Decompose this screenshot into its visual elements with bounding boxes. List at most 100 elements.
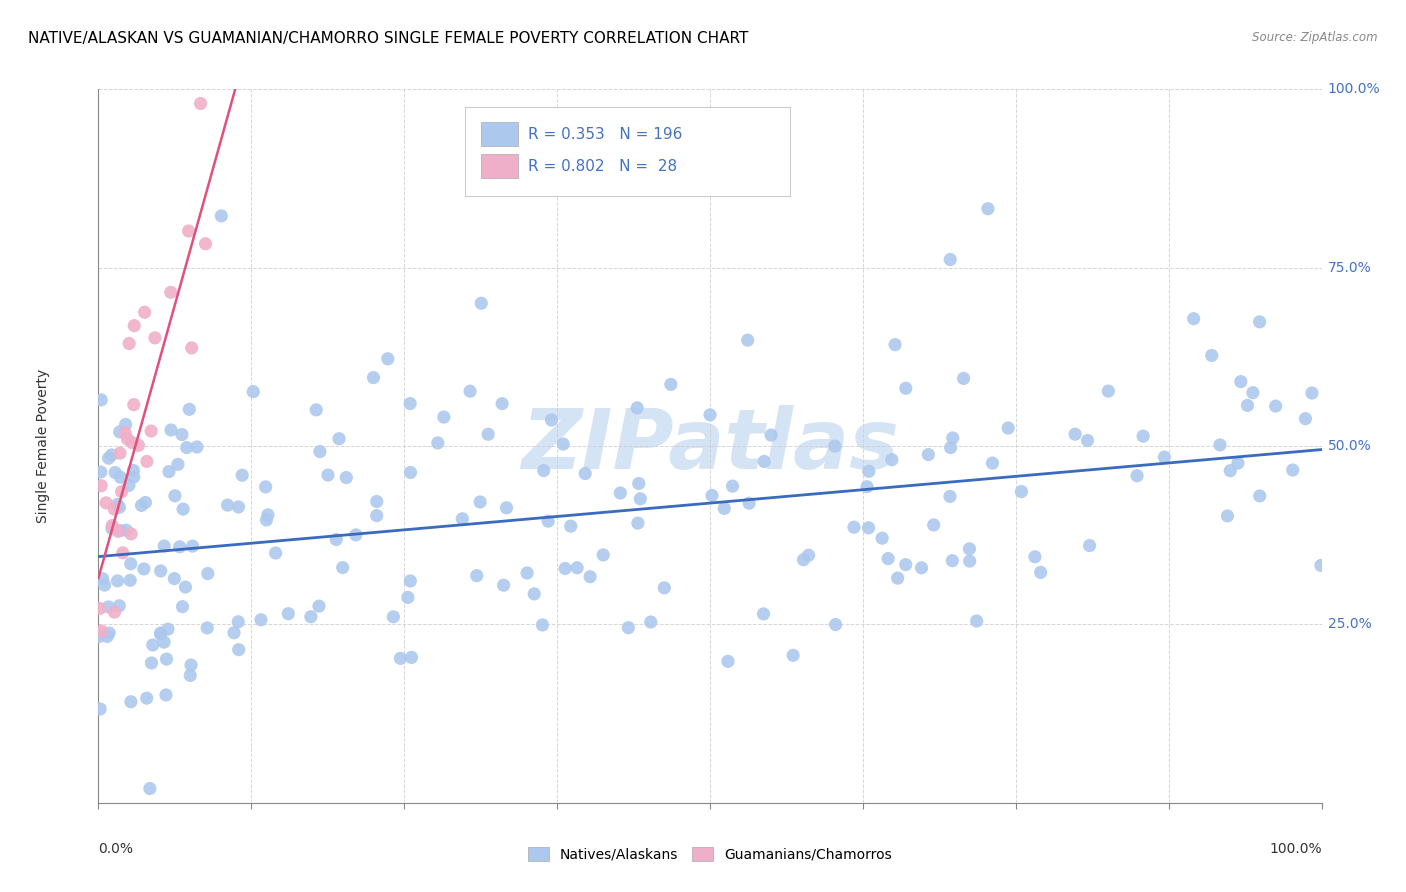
Point bbox=[491, 396, 513, 410]
Point bbox=[1126, 468, 1149, 483]
FancyBboxPatch shape bbox=[481, 122, 517, 146]
Point bbox=[122, 470, 145, 484]
Point bbox=[100, 448, 122, 462]
Point bbox=[495, 500, 517, 515]
Point bbox=[894, 381, 917, 395]
Point bbox=[118, 336, 141, 351]
Point bbox=[197, 566, 219, 581]
Point bbox=[254, 480, 277, 494]
Point bbox=[492, 578, 515, 592]
Point bbox=[523, 587, 546, 601]
Point bbox=[101, 522, 124, 536]
Text: 25.0%: 25.0% bbox=[1327, 617, 1371, 632]
Point bbox=[659, 377, 682, 392]
Point bbox=[135, 691, 157, 706]
Point bbox=[626, 401, 648, 415]
Legend: Natives/Alaskans, Guamanians/Chamorros: Natives/Alaskans, Guamanians/Chamorros bbox=[523, 841, 897, 867]
Point bbox=[537, 514, 560, 528]
Point bbox=[127, 438, 149, 452]
Point bbox=[94, 496, 117, 510]
Point bbox=[110, 524, 132, 538]
Point bbox=[180, 658, 202, 673]
Point bbox=[149, 626, 172, 640]
Point bbox=[122, 318, 145, 333]
Point bbox=[952, 371, 974, 385]
Point bbox=[169, 540, 191, 554]
Point bbox=[89, 702, 111, 716]
Point bbox=[90, 624, 112, 638]
Point bbox=[115, 523, 138, 537]
Point bbox=[103, 502, 125, 516]
FancyBboxPatch shape bbox=[465, 107, 790, 196]
Point bbox=[1209, 438, 1232, 452]
Point bbox=[465, 568, 488, 582]
Point bbox=[122, 463, 145, 477]
Point bbox=[1310, 558, 1333, 573]
Text: 0.0%: 0.0% bbox=[98, 842, 134, 856]
Point bbox=[264, 546, 287, 560]
Point bbox=[1241, 385, 1264, 400]
Point bbox=[1236, 399, 1258, 413]
Point bbox=[335, 470, 357, 484]
Point bbox=[458, 384, 481, 399]
Point bbox=[1249, 489, 1271, 503]
Point bbox=[886, 571, 908, 585]
Point bbox=[792, 552, 814, 566]
Point bbox=[120, 557, 142, 571]
Point bbox=[181, 539, 204, 553]
Point bbox=[107, 524, 129, 539]
Point bbox=[108, 425, 131, 439]
Point bbox=[540, 413, 562, 427]
Point bbox=[942, 431, 965, 445]
Point bbox=[1216, 508, 1239, 523]
Point bbox=[617, 621, 640, 635]
Point bbox=[174, 580, 197, 594]
Point bbox=[107, 574, 129, 588]
Point bbox=[179, 402, 201, 417]
Point bbox=[111, 546, 134, 560]
Point bbox=[627, 516, 650, 530]
Point bbox=[134, 495, 156, 509]
Point bbox=[242, 384, 264, 399]
Point bbox=[87, 630, 110, 644]
Point bbox=[114, 417, 136, 432]
Point bbox=[153, 539, 176, 553]
Point bbox=[217, 498, 239, 512]
Point bbox=[1264, 399, 1286, 413]
Text: ZIPatlas: ZIPatlas bbox=[522, 406, 898, 486]
Point bbox=[97, 599, 120, 614]
Point bbox=[389, 651, 412, 665]
Point bbox=[382, 609, 405, 624]
Point bbox=[134, 305, 156, 319]
Point bbox=[399, 466, 422, 480]
Point bbox=[941, 554, 963, 568]
Point bbox=[401, 650, 423, 665]
Point bbox=[922, 517, 945, 532]
Point bbox=[139, 781, 162, 796]
Point bbox=[141, 656, 163, 670]
Point bbox=[155, 652, 177, 666]
Point bbox=[176, 441, 198, 455]
Point bbox=[277, 607, 299, 621]
Point bbox=[592, 548, 614, 562]
Point bbox=[966, 614, 988, 628]
Point bbox=[721, 479, 744, 493]
Point bbox=[299, 609, 322, 624]
Point bbox=[104, 466, 127, 480]
Point bbox=[737, 333, 759, 347]
Point bbox=[325, 533, 347, 547]
Point bbox=[108, 446, 131, 460]
Point bbox=[195, 621, 218, 635]
Point bbox=[117, 432, 139, 446]
Point bbox=[858, 521, 880, 535]
Point bbox=[363, 370, 385, 384]
Point bbox=[170, 427, 193, 442]
Point bbox=[560, 519, 582, 533]
Point bbox=[143, 331, 166, 345]
Point bbox=[399, 396, 422, 410]
Point bbox=[699, 408, 721, 422]
Point bbox=[880, 452, 903, 467]
Point bbox=[516, 566, 538, 580]
Point bbox=[131, 499, 153, 513]
Point bbox=[179, 668, 201, 682]
